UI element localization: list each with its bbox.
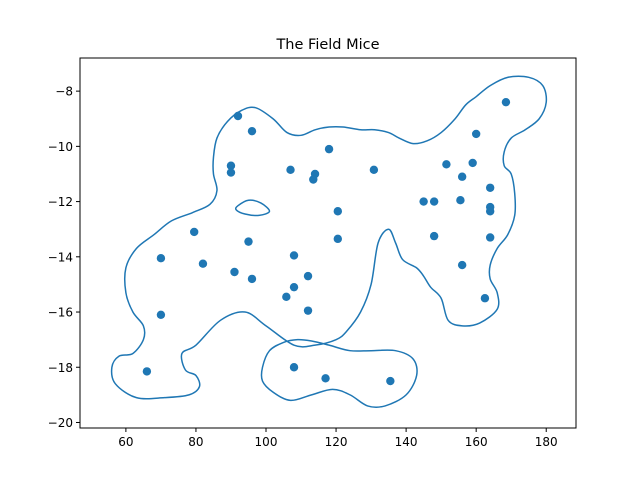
data-point	[429, 231, 439, 241]
data-point	[442, 160, 451, 169]
y-tick-label: −16	[48, 306, 73, 320]
y-tick-label: −8	[55, 85, 73, 99]
data-point	[244, 237, 253, 246]
contour-line-3	[234, 199, 271, 217]
contour-line-2	[260, 338, 418, 409]
data-point	[456, 196, 465, 205]
x-tick-label: 120	[325, 435, 348, 449]
axis-layer: 60 80 100 120 140 160 180 −8 −10 −12 −14 −16 −18 −20	[48, 85, 558, 449]
chart-title: The Field Mice	[275, 37, 379, 53]
data-point	[324, 144, 334, 154]
data-point	[429, 197, 439, 206]
data-point	[419, 197, 428, 206]
data-point	[309, 175, 318, 184]
data-point	[230, 267, 239, 277]
x-tick-label: 60	[118, 435, 133, 449]
y-tick-label: −14	[48, 250, 73, 264]
data-point	[247, 274, 257, 284]
x-tick-label: 180	[535, 435, 558, 449]
data-point	[226, 161, 236, 170]
points-layer	[142, 97, 511, 386]
x-tick-label: 100	[255, 435, 278, 449]
data-point	[321, 374, 330, 383]
data-point	[156, 253, 166, 263]
x-tick-label: 160	[465, 435, 488, 449]
y-tick-label: −12	[48, 195, 73, 209]
data-point	[457, 172, 467, 181]
data-point	[471, 129, 481, 139]
data-point	[480, 294, 490, 303]
data-point	[226, 168, 236, 177]
contour-line-1	[110, 75, 548, 400]
data-point	[369, 165, 379, 175]
data-point	[485, 183, 495, 192]
data-point	[286, 165, 295, 175]
data-point	[333, 234, 343, 244]
y-tick-label: −20	[48, 416, 73, 430]
data-point	[156, 310, 166, 319]
data-point	[386, 376, 395, 386]
data-point	[189, 227, 199, 237]
data-point	[468, 158, 477, 168]
data-point	[485, 207, 495, 216]
x-tick-label: 140	[395, 435, 418, 449]
y-tick-label: −10	[48, 140, 73, 154]
plot-frame	[79, 57, 577, 429]
y-tick-label: −18	[48, 361, 73, 375]
data-point	[289, 363, 299, 372]
data-point	[501, 97, 511, 107]
data-point	[142, 367, 152, 376]
data-point	[289, 251, 299, 260]
data-point	[303, 271, 313, 281]
data-point	[289, 282, 299, 292]
data-point	[247, 126, 257, 136]
contour-layer	[110, 75, 548, 409]
data-point	[333, 207, 343, 216]
data-point	[233, 111, 243, 121]
data-point	[198, 259, 208, 268]
data-point	[485, 233, 495, 242]
data-point	[457, 260, 467, 270]
data-point	[303, 306, 313, 315]
data-point	[282, 292, 291, 302]
x-tick-label: 80	[188, 435, 203, 449]
